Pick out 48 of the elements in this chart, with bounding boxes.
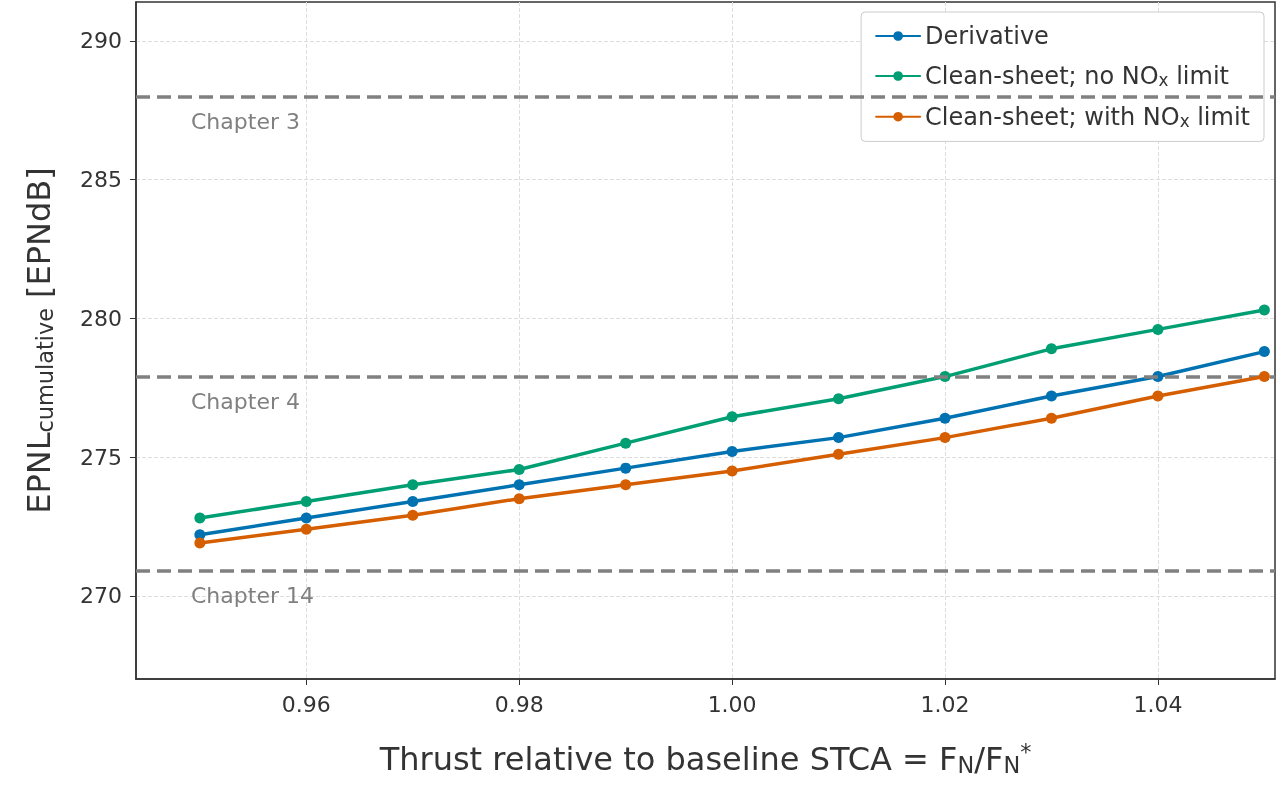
point	[1258, 346, 1270, 358]
point	[300, 523, 312, 535]
point	[939, 432, 951, 444]
point	[1045, 343, 1057, 355]
x-tick-label: 1.00	[707, 691, 757, 717]
point	[194, 537, 206, 549]
y-axis-title: EPNLcumulative [EPNdB]	[20, 167, 59, 514]
point	[407, 509, 419, 521]
point	[300, 495, 312, 507]
point	[407, 495, 419, 507]
y-tick-label: 280	[80, 305, 122, 331]
point	[300, 512, 312, 524]
x-axis-title: Thrust relative to baseline STCA = FN/FN*	[378, 739, 1032, 779]
legend-label: Derivative	[925, 22, 1049, 50]
point	[513, 464, 525, 476]
y-tick-label: 270	[80, 583, 122, 609]
point	[1258, 304, 1270, 316]
ref-line-label: Chapter 3	[191, 108, 300, 134]
x-tick-label: 0.96	[281, 691, 331, 717]
x-tick-label: 1.04	[1133, 691, 1183, 717]
point	[620, 437, 632, 449]
ref-line-label: Chapter 4	[191, 389, 300, 415]
point	[1045, 412, 1057, 424]
point	[1152, 390, 1164, 402]
ref-line-label: Chapter 14	[191, 583, 314, 609]
legend-label: Clean-sheet; no NOx limit	[925, 62, 1229, 91]
point	[833, 448, 845, 460]
x-tick-label: 1.02	[920, 691, 970, 717]
point	[1258, 371, 1270, 383]
point	[726, 411, 738, 423]
point	[194, 512, 206, 524]
point	[513, 493, 525, 505]
y-tick-label: 285	[80, 167, 122, 193]
point	[726, 465, 738, 477]
point	[1045, 390, 1057, 402]
point	[1152, 323, 1164, 335]
point	[726, 445, 738, 457]
point	[833, 393, 845, 405]
y-tick-label: 275	[80, 444, 122, 470]
point	[620, 479, 632, 491]
point	[407, 479, 419, 491]
point	[513, 479, 525, 491]
legend-label: Clean-sheet; with NOx limit	[925, 102, 1250, 131]
y-tick-label: 290	[80, 28, 122, 54]
point	[939, 412, 951, 424]
point	[620, 462, 632, 474]
x-tick-label: 0.98	[494, 691, 544, 717]
point	[833, 432, 845, 444]
